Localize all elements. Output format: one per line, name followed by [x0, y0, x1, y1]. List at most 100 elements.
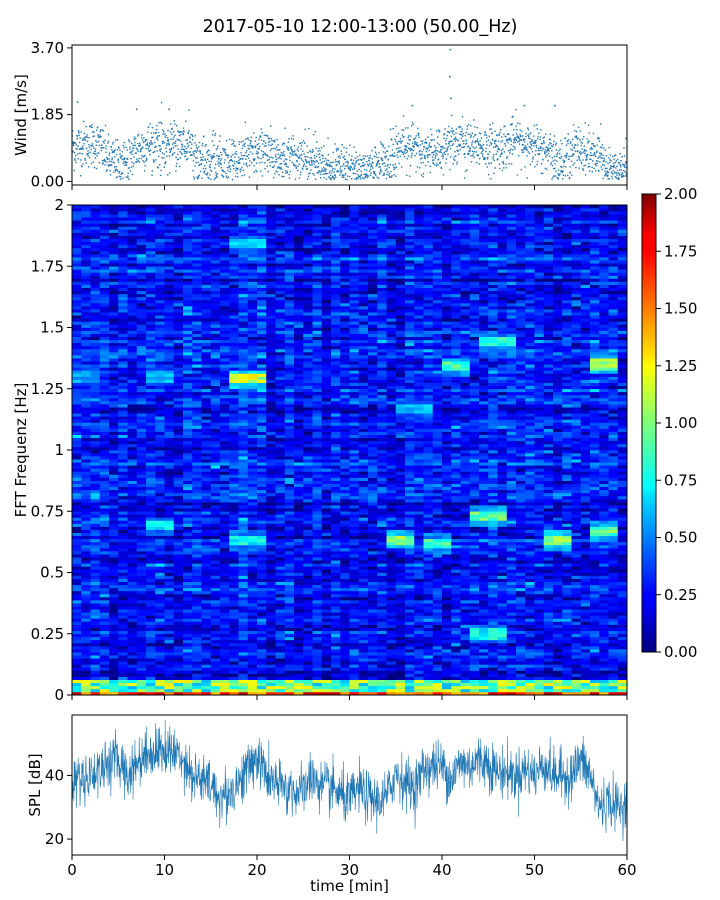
spectrogram-cell — [99, 673, 110, 677]
spectrogram-cell — [118, 394, 128, 399]
wind-point — [266, 165, 268, 168]
wind-point — [458, 125, 460, 128]
spectrogram-cell — [155, 388, 165, 393]
spectrogram-cell — [173, 630, 184, 635]
spectrogram-cell — [192, 263, 202, 267]
wind-point — [459, 144, 461, 147]
wind-point — [116, 169, 118, 171]
spectrogram-cell — [155, 691, 165, 696]
spectrogram-cell — [127, 636, 138, 641]
spectrogram-cell — [99, 600, 110, 604]
spectrogram-cell — [164, 679, 175, 684]
wind-point — [307, 178, 309, 180]
wind-point — [137, 150, 139, 153]
wind-point — [123, 147, 125, 149]
spectrogram-cell — [99, 572, 110, 576]
wind-point — [171, 154, 174, 157]
spectrogram-cell — [90, 272, 101, 276]
spectrogram-cell — [81, 489, 91, 494]
wind-point — [214, 177, 216, 179]
spectrogram-cell — [109, 235, 119, 239]
wind-point — [369, 163, 371, 165]
wind-point — [340, 170, 342, 173]
spectrogram-cell — [90, 480, 101, 484]
spectrogram-cell — [81, 514, 91, 518]
spectrogram-cell — [155, 376, 165, 380]
wind-point — [545, 151, 548, 153]
spectrogram-cell — [183, 615, 193, 619]
spectrogram-cell — [210, 352, 221, 356]
spectrogram-cell — [173, 428, 184, 432]
wind-point — [386, 168, 388, 170]
spectrogram-cell — [72, 342, 82, 347]
spectrogram-cell — [201, 223, 212, 227]
spectrogram-cell — [201, 437, 212, 442]
spectrogram-cell — [136, 318, 147, 322]
spectrogram-cell — [155, 407, 165, 411]
wind-point — [306, 145, 308, 147]
spectrogram-cell — [192, 593, 202, 598]
wind-point — [146, 144, 149, 146]
spectrogram-cell — [183, 548, 193, 552]
wind-point — [504, 145, 507, 147]
spectrogram-cell — [127, 499, 138, 503]
spectrogram-cell — [81, 597, 91, 601]
spectrogram-cell — [183, 636, 193, 641]
spectrogram-cell — [136, 205, 147, 209]
wind-point — [92, 135, 94, 138]
spectrogram-cell — [146, 477, 156, 481]
spectrogram-cell — [201, 290, 212, 295]
wind-point — [333, 171, 335, 173]
spectrogram-cell — [210, 290, 221, 295]
wind-point — [113, 166, 116, 168]
wind-point — [356, 156, 359, 158]
spectrogram-cell — [146, 257, 156, 261]
spectrogram-cell — [192, 232, 202, 236]
spectrogram-cell — [109, 603, 119, 607]
spectrogram-cell — [90, 422, 101, 426]
spectrogram-cell — [210, 575, 221, 579]
spectrogram-cell — [118, 293, 128, 298]
spectrogram-cell — [118, 425, 128, 429]
wind-point — [243, 143, 245, 146]
wind-point — [587, 142, 589, 144]
wind-point — [392, 155, 395, 157]
wind-point — [479, 144, 482, 146]
wind-point — [71, 130, 74, 132]
wind-point — [166, 143, 168, 145]
spectrogram-cell — [118, 214, 128, 218]
spectrogram-cell — [183, 443, 193, 448]
wind-point — [618, 174, 620, 177]
spectrogram-cell — [127, 284, 138, 288]
wind-point — [167, 139, 169, 141]
wind-point — [306, 162, 308, 164]
spectrogram-cell — [72, 284, 82, 288]
wind-point — [221, 174, 223, 176]
wind-point — [151, 170, 153, 172]
wind-point — [581, 138, 584, 141]
wind-point — [135, 147, 138, 149]
wind-point — [422, 161, 424, 164]
wind-point — [572, 154, 575, 156]
spectrogram-cell — [109, 679, 119, 684]
wind-point — [341, 144, 343, 146]
wind-point — [283, 155, 286, 157]
wind-point — [510, 143, 512, 146]
wind-point — [121, 158, 124, 161]
spectrogram-cell — [109, 257, 119, 261]
spectrogram-cell — [210, 627, 221, 631]
spectrogram-cell — [136, 597, 147, 601]
wind-point — [587, 166, 589, 168]
wind-point — [505, 157, 508, 159]
wind-point — [155, 145, 157, 148]
wind-point — [272, 147, 275, 150]
spectrogram-cell — [127, 254, 138, 258]
wind-point — [355, 162, 357, 164]
spectrogram-cell — [192, 235, 202, 239]
wind-point — [247, 147, 249, 149]
wind-point — [498, 148, 500, 150]
wind-point — [454, 137, 456, 140]
wind-point — [290, 147, 292, 150]
spectrogram-cell — [173, 633, 184, 638]
wind-point — [106, 161, 108, 163]
